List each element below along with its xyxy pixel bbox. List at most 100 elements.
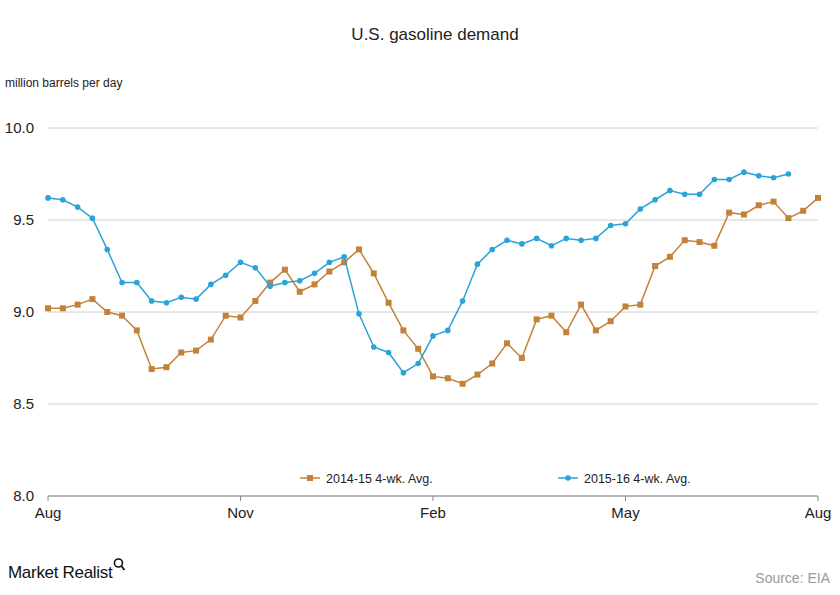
data-point	[45, 305, 51, 311]
data-point	[134, 327, 140, 333]
data-point	[267, 283, 273, 289]
data-point	[430, 373, 436, 379]
data-point	[460, 298, 466, 304]
x-tick-label: Feb	[420, 504, 446, 521]
plot-area	[45, 169, 821, 386]
legend-label: 2015-16 4-wk. Avg.	[584, 472, 691, 486]
data-point	[593, 236, 599, 242]
data-point	[445, 328, 451, 334]
data-point	[327, 260, 333, 266]
data-point	[711, 243, 717, 249]
data-point	[326, 269, 332, 275]
data-point	[356, 246, 362, 252]
x-tick	[625, 496, 626, 501]
data-point	[475, 261, 481, 267]
grid-line	[48, 128, 818, 129]
data-point	[578, 237, 584, 243]
data-point	[563, 236, 569, 242]
y-axis-label: million barrels per day	[5, 76, 122, 90]
data-point	[90, 215, 96, 221]
data-point	[208, 337, 214, 343]
data-point	[149, 366, 155, 372]
data-point	[489, 361, 495, 367]
brand-icon	[114, 559, 124, 570]
icon-handle	[121, 566, 124, 570]
data-point	[60, 305, 66, 311]
data-point	[623, 221, 629, 227]
data-point	[430, 333, 436, 339]
grid-line	[48, 220, 818, 221]
y-tick-label: 9.5	[13, 211, 34, 228]
data-point	[474, 372, 480, 378]
data-point	[815, 195, 821, 201]
data-point	[119, 313, 125, 319]
y-tick-label: 9.0	[13, 303, 34, 320]
data-point	[89, 296, 95, 302]
data-point	[682, 237, 688, 243]
data-point	[104, 309, 110, 315]
data-point	[238, 315, 244, 321]
data-point	[178, 349, 184, 355]
data-point	[534, 316, 540, 322]
data-point	[726, 210, 732, 216]
data-point	[697, 239, 703, 245]
grid-line	[48, 312, 818, 313]
legend-marker	[565, 475, 571, 481]
data-point	[563, 329, 569, 335]
data-point	[282, 267, 288, 273]
data-point	[786, 171, 792, 177]
data-point	[697, 191, 703, 197]
data-point	[415, 361, 421, 367]
data-point	[223, 313, 229, 319]
grid-line	[48, 404, 818, 405]
data-point	[519, 241, 525, 247]
x-tick-label: Nov	[227, 504, 254, 521]
x-tick	[240, 496, 241, 501]
data-point	[756, 173, 762, 179]
data-point	[164, 300, 170, 306]
data-point	[253, 265, 259, 271]
data-point	[785, 215, 791, 221]
data-point	[667, 254, 673, 260]
data-point	[741, 211, 747, 217]
x-tick	[818, 496, 819, 501]
data-point	[356, 311, 362, 317]
data-point	[548, 313, 554, 319]
data-point	[756, 202, 762, 208]
data-point	[460, 381, 466, 387]
data-point	[549, 243, 555, 249]
data-point	[178, 294, 184, 300]
x-tick	[433, 496, 434, 501]
data-point	[623, 303, 629, 309]
x-tick-label: May	[611, 504, 640, 521]
y-tick-label: 8.0	[13, 487, 34, 504]
data-point	[593, 327, 599, 333]
data-point	[534, 236, 540, 242]
y-tick-label: 10.0	[5, 119, 34, 136]
data-point	[667, 188, 673, 194]
data-point	[371, 344, 377, 350]
data-point	[608, 223, 614, 229]
data-point	[800, 208, 806, 214]
data-point	[741, 169, 747, 175]
data-point	[638, 206, 644, 212]
data-point	[223, 272, 229, 278]
data-point	[386, 300, 392, 306]
data-point	[519, 355, 525, 361]
data-point	[193, 296, 199, 302]
data-point	[504, 340, 510, 346]
data-point	[682, 191, 688, 197]
x-tick	[48, 496, 49, 501]
data-point	[652, 197, 658, 203]
data-point	[297, 278, 303, 284]
data-point	[726, 177, 732, 183]
data-point	[238, 260, 244, 266]
data-point	[312, 271, 318, 277]
data-point	[445, 375, 451, 381]
x-tick-label: Aug	[805, 504, 832, 521]
data-point	[637, 302, 643, 308]
brand: Market Realist	[8, 563, 113, 582]
data-point	[75, 204, 81, 210]
data-point	[386, 350, 392, 356]
data-point	[652, 263, 658, 269]
